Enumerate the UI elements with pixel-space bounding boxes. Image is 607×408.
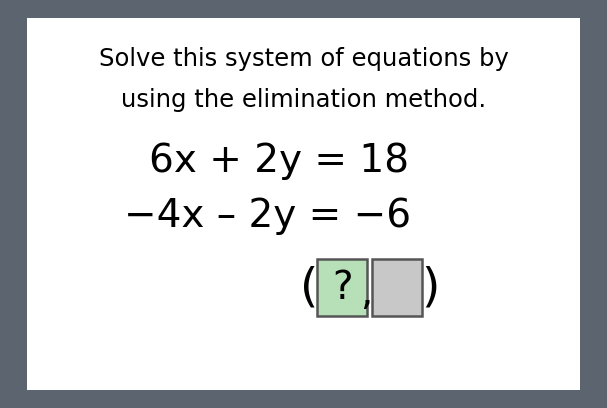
Text: ?: ? <box>332 268 353 307</box>
Text: using the elimination method.: using the elimination method. <box>121 88 486 112</box>
Text: ): ) <box>421 265 439 310</box>
Text: ,: , <box>361 273 373 312</box>
Text: −4x – 2y = −6: −4x – 2y = −6 <box>123 197 411 235</box>
Text: Solve this system of equations by: Solve this system of equations by <box>98 47 509 71</box>
Text: 6x + 2y = 18: 6x + 2y = 18 <box>149 142 409 180</box>
Text: (: ( <box>300 265 319 310</box>
